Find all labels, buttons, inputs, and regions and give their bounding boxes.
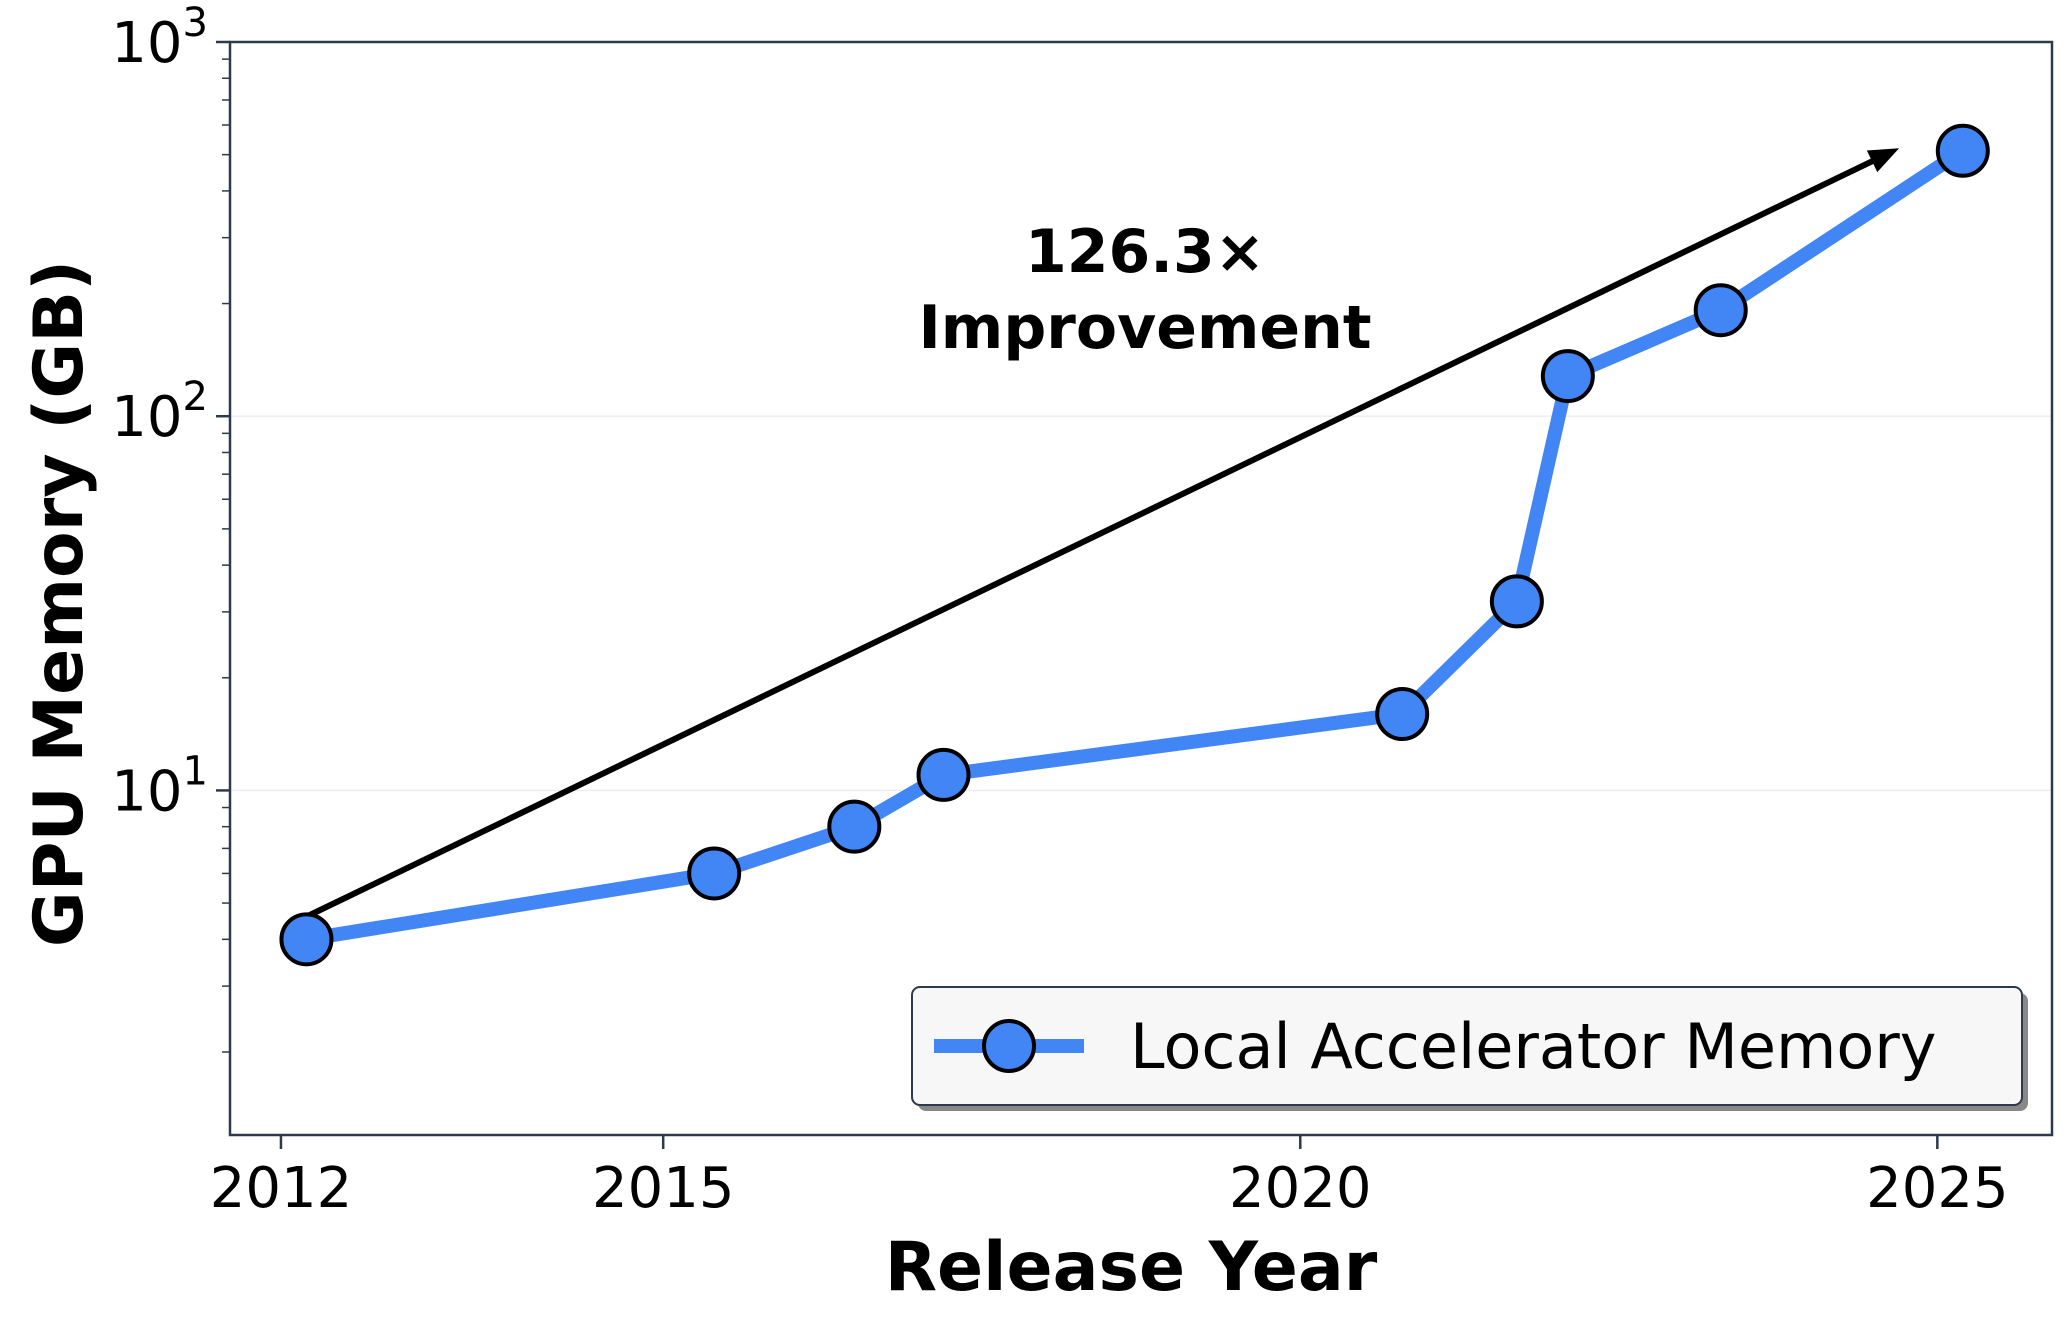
annotation-improvement: Improvement (918, 293, 1371, 363)
data-point (1489, 574, 1544, 629)
legend: Local Accelerator Memory (911, 986, 2028, 1111)
grid-layer (230, 415, 2052, 792)
x-tick-label: 2012 (210, 1156, 353, 1221)
data-point (279, 912, 334, 967)
trend-arrow-line (303, 154, 1883, 920)
x-tick-label: 2020 (1229, 1156, 1372, 1221)
y-tick-label: 101 (111, 748, 208, 824)
y-tick-label: 102 (111, 374, 208, 450)
x-tick-label: 2015 (592, 1156, 735, 1221)
x-axis-title: Release Year (885, 1228, 1378, 1307)
trend-arrow-head (1866, 148, 1900, 173)
annotation-multiplier: 126.3× (1025, 217, 1265, 287)
legend-box (911, 986, 2023, 1106)
data-point (1935, 123, 1990, 178)
x-tick-label: 2025 (1866, 1156, 2009, 1221)
data-point (687, 846, 742, 901)
data-point (827, 799, 882, 854)
tick-layer: 101 102 103 2012 2015 2020 2025 (111, 0, 2008, 1221)
legend-label: Local Accelerator Memory (1130, 1010, 1936, 1083)
data-point (1693, 283, 1748, 338)
plot-frame (228, 40, 2054, 1137)
data-point (1540, 349, 1595, 404)
y-axis-title: GPU Memory (GB) (20, 260, 99, 947)
legend-marker-swatch (982, 1019, 1036, 1073)
series-layer (279, 123, 1990, 967)
arrow-layer (303, 148, 1900, 920)
data-point (1375, 687, 1430, 742)
minor-tick-layer (222, 58, 230, 1053)
data-point (916, 747, 971, 802)
y-tick-label: 103 (111, 0, 208, 76)
